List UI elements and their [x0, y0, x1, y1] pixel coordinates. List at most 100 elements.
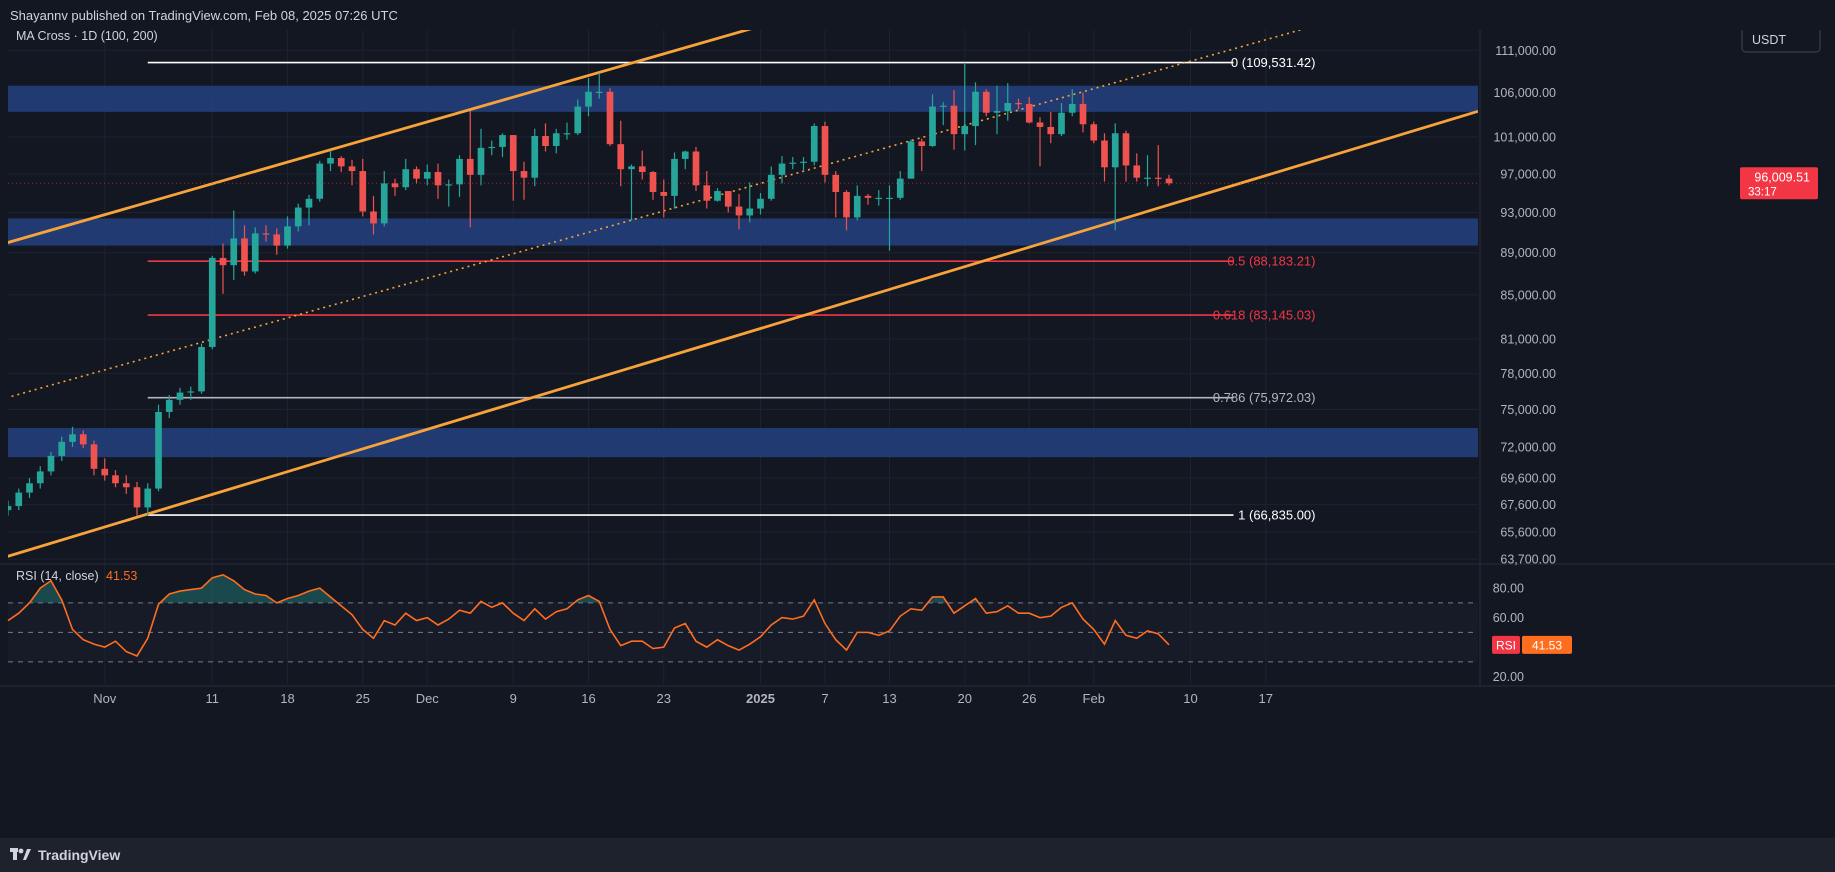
candle-body	[628, 166, 635, 170]
main-indicator-title[interactable]: MA Cross · 1D (100, 200)	[16, 30, 158, 43]
candle-body	[1144, 177, 1151, 179]
price-tick-label: 89,000.00	[1500, 246, 1556, 260]
fibonacci-retracement[interactable]: 0 (109,531.42) 0.5 (88,183.21) 0.618 (83,1…	[147, 55, 1316, 523]
candle-body	[1036, 122, 1044, 127]
candle	[499, 133, 506, 158]
candle	[337, 156, 345, 173]
candle-body	[423, 172, 431, 179]
candle-body	[918, 141, 926, 147]
rsi-title[interactable]: RSI (14, close)	[16, 569, 99, 583]
candle-body	[1025, 103, 1033, 123]
candle	[69, 426, 76, 447]
last-price-value: 96,009.51	[1754, 170, 1810, 184]
candle-body	[864, 195, 872, 198]
candle	[251, 227, 259, 274]
candle	[1036, 117, 1044, 167]
footer-brand[interactable]: TradingView	[38, 847, 121, 863]
sr-zone	[8, 428, 1478, 458]
price-tick-label: 75,000.00	[1500, 403, 1556, 417]
channel-upper-line[interactable]	[0, 30, 1478, 245]
candle	[767, 166, 775, 201]
candle	[144, 483, 152, 516]
candle	[1144, 155, 1151, 187]
currency-button-bg[interactable]	[1741, 30, 1821, 53]
price-tick-label: 78,000.00	[1500, 367, 1556, 381]
candle-body	[929, 106, 936, 147]
candle-body	[8, 506, 12, 511]
candle-body	[552, 133, 560, 147]
last-price-tag-bg	[1740, 167, 1818, 200]
candle-body	[574, 106, 582, 134]
candle	[305, 194, 313, 226]
candle	[8, 500, 12, 516]
candle-body	[853, 195, 861, 218]
candle	[36, 466, 44, 489]
candle-body	[241, 238, 248, 272]
candle-body	[972, 91, 979, 127]
candle-body	[982, 91, 990, 113]
candle	[1122, 130, 1130, 182]
candle-body	[434, 172, 442, 186]
currency-button[interactable]: USDT	[1741, 30, 1821, 53]
rsi-current-value: 41.53	[106, 569, 137, 583]
price-channel[interactable]	[0, 30, 1478, 559]
candle-body	[79, 434, 87, 445]
candle	[972, 82, 979, 146]
candle	[15, 488, 23, 511]
candle	[552, 128, 560, 154]
candle	[735, 193, 743, 230]
candle	[628, 164, 635, 221]
candle-body	[800, 161, 807, 163]
date-tick-label: Nov	[93, 691, 117, 706]
candle	[477, 128, 485, 186]
candle	[757, 192, 764, 215]
chart-frame[interactable]: 0 (109,531.42) 0.5 (88,183.21) 0.618 (83,1…	[0, 30, 1835, 838]
candle-body	[961, 126, 969, 135]
candle	[746, 182, 754, 223]
tradingview-logo-icon[interactable]	[10, 848, 32, 862]
candle	[821, 121, 829, 183]
candle-body	[262, 233, 270, 235]
candle	[423, 164, 431, 186]
candle	[606, 88, 614, 147]
rsi-title-group[interactable]: RSI (14, close) 41.53	[16, 569, 137, 583]
last-price-tag[interactable]: 96,009.51 33:17	[1740, 167, 1818, 200]
candle-body	[606, 91, 614, 145]
candle-body	[542, 135, 549, 147]
candle	[273, 228, 281, 255]
candle	[886, 185, 893, 251]
channel-lower-line[interactable]	[0, 109, 1478, 558]
candle	[918, 138, 926, 172]
candle-body	[305, 198, 313, 208]
price-tick-label: 106,000.00	[1493, 86, 1556, 100]
price-tick-label: 65,600.00	[1500, 526, 1556, 540]
chart-canvas[interactable]: 0 (109,531.42) 0.5 (88,183.21) 0.618 (83,1…	[0, 30, 1835, 838]
candle-body	[1047, 126, 1055, 135]
candle-body	[821, 126, 829, 175]
footer-bar: TradingView	[0, 838, 1835, 872]
candle-body	[445, 184, 453, 186]
fib-label-0-786: 0.786 (75,972.03)	[1213, 390, 1316, 405]
rsi-tag-value: 41.53	[1532, 638, 1562, 652]
candle	[789, 157, 797, 170]
candle	[853, 185, 861, 221]
price-tick-label: 72,000.00	[1500, 440, 1556, 454]
channel-mid-line[interactable]	[0, 30, 1478, 400]
candle	[907, 139, 915, 179]
candle	[531, 128, 539, 187]
candle-body	[466, 158, 474, 175]
candle	[133, 481, 141, 516]
candle	[155, 404, 162, 492]
candle	[778, 156, 786, 184]
candle	[1154, 145, 1162, 187]
candle	[1079, 92, 1087, 133]
candle	[509, 135, 517, 201]
candle	[198, 343, 205, 394]
candle-body	[1068, 103, 1076, 113]
candle	[370, 195, 377, 235]
candle	[466, 110, 474, 228]
rsi-tag-value-bg	[1522, 635, 1572, 654]
rsi-value-tag[interactable]: RSI 41.53	[1492, 635, 1572, 654]
candle	[961, 62, 969, 151]
sr-zone	[8, 85, 1478, 112]
